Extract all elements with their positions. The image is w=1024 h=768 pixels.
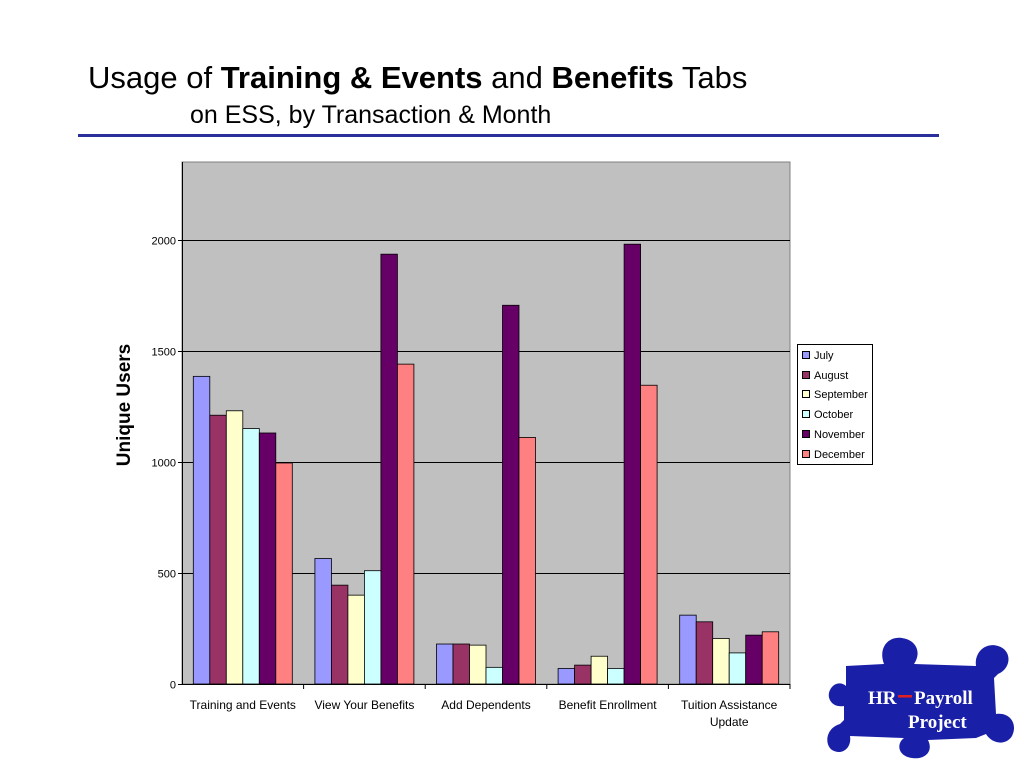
bar-tuition-assistance-update-november [745,634,763,685]
bar-view-your-benefits-august [330,584,349,685]
bar-training-and-events-november [258,432,277,685]
bar-add-dependents-december [518,437,536,685]
bar-view-your-benefits-september [347,594,365,685]
legend-item-november: November [802,428,865,442]
legend-label-october: October [814,409,854,422]
y-tick-label-1000: 1000 [152,458,176,470]
bar-benefit-enrollment-september [590,655,608,685]
slide-title: Usage of Training & Events and Benefits … [88,58,747,98]
bar-training-and-events-july [192,375,211,685]
bar-tuition-assistance-update-december [761,631,780,685]
legend-item-august: August [802,369,848,383]
bar-add-dependents-october [485,666,503,685]
bar-training-and-events-august [209,414,227,685]
legend-swatch-july [802,351,810,360]
bar-view-your-benefits-december [396,363,415,685]
bar-training-and-events-october [242,428,260,685]
title-bold-training-events: Training & Events [220,60,483,95]
legend-swatch-september [802,390,810,399]
bar-add-dependents-july [436,643,454,685]
bar-tuition-assistance-update-july [679,614,697,685]
x-tick-label-tuition-assistance-update-line1: Tuition Assistance [681,698,778,712]
bar-add-dependents-november [502,304,520,685]
legend-item-december: December [802,448,865,462]
bar-benefit-enrollment-november [623,243,641,685]
slide-subtitle: on ESS, by Transaction & Month [190,101,552,129]
legend-label-december: December [814,448,865,461]
y-tick-label-0: 0 [170,680,176,692]
x-tick-label-view-your-benefits: View Your Benefits [314,698,414,712]
title-bold-benefits: Benefits [551,60,674,95]
legend-item-october: October [802,408,853,422]
legend-swatch-november [802,429,810,438]
x-tick-label-tuition-assistance-update-line2: Update [710,715,749,729]
x-tick-label-training-and-events: Training and Events [190,698,296,712]
legend-label-july: July [814,350,834,362]
logo-text-hr: HR [868,688,897,709]
bar-add-dependents-september [469,644,487,685]
logo-text-payroll: Payroll [914,688,973,709]
title-divider [78,134,939,137]
logo-red-dash [898,695,912,698]
bar-training-and-events-december [275,462,293,685]
legend-swatch-december [802,449,810,458]
x-tick-label-add-dependents: Add Dependents [441,698,530,712]
bar-benefit-enrollment-october [607,668,625,685]
bar-benefit-enrollment-august [574,664,592,685]
legend-item-september: September [802,388,868,402]
bar-view-your-benefits-july [314,558,332,685]
bar-tuition-assistance-update-august [695,621,714,685]
y-axis-label: Unique Users [114,343,135,467]
title-part-1: Usage of [88,60,221,95]
y-tick-label-2000: 2000 [152,236,176,248]
puzzle-piece-icon [827,637,1015,759]
title-part-2: and [482,60,552,95]
title-part-3: Tabs [673,60,748,95]
y-tick-label-1500: 1500 [152,347,176,359]
bar-tuition-assistance-update-september [712,638,730,685]
legend-swatch-august [802,370,810,379]
legend-label-september: September [814,389,868,402]
legend-label-november: November [814,428,865,441]
bar-view-your-benefits-october [363,570,382,685]
x-tick-label-benefit-enrollment: Benefit Enrollment [559,698,658,712]
legend-swatch-october [802,410,810,419]
y-tick-label-500: 500 [158,569,176,581]
logo-text-project: Project [908,712,967,733]
bar-benefit-enrollment-december [640,384,658,685]
bar-add-dependents-august [452,643,470,685]
legend-label-august: August [814,369,849,382]
legend-item-july: July [802,349,834,363]
chart-legend: July August September October November Decemb… [797,344,873,465]
bar-tuition-assistance-update-october [728,652,747,685]
bar-view-your-benefits-november [380,253,398,685]
hr-payroll-project-logo: HR Payroll Project [827,637,1015,759]
bar-benefit-enrollment-july [557,668,575,685]
bar-training-and-events-september [225,410,244,685]
